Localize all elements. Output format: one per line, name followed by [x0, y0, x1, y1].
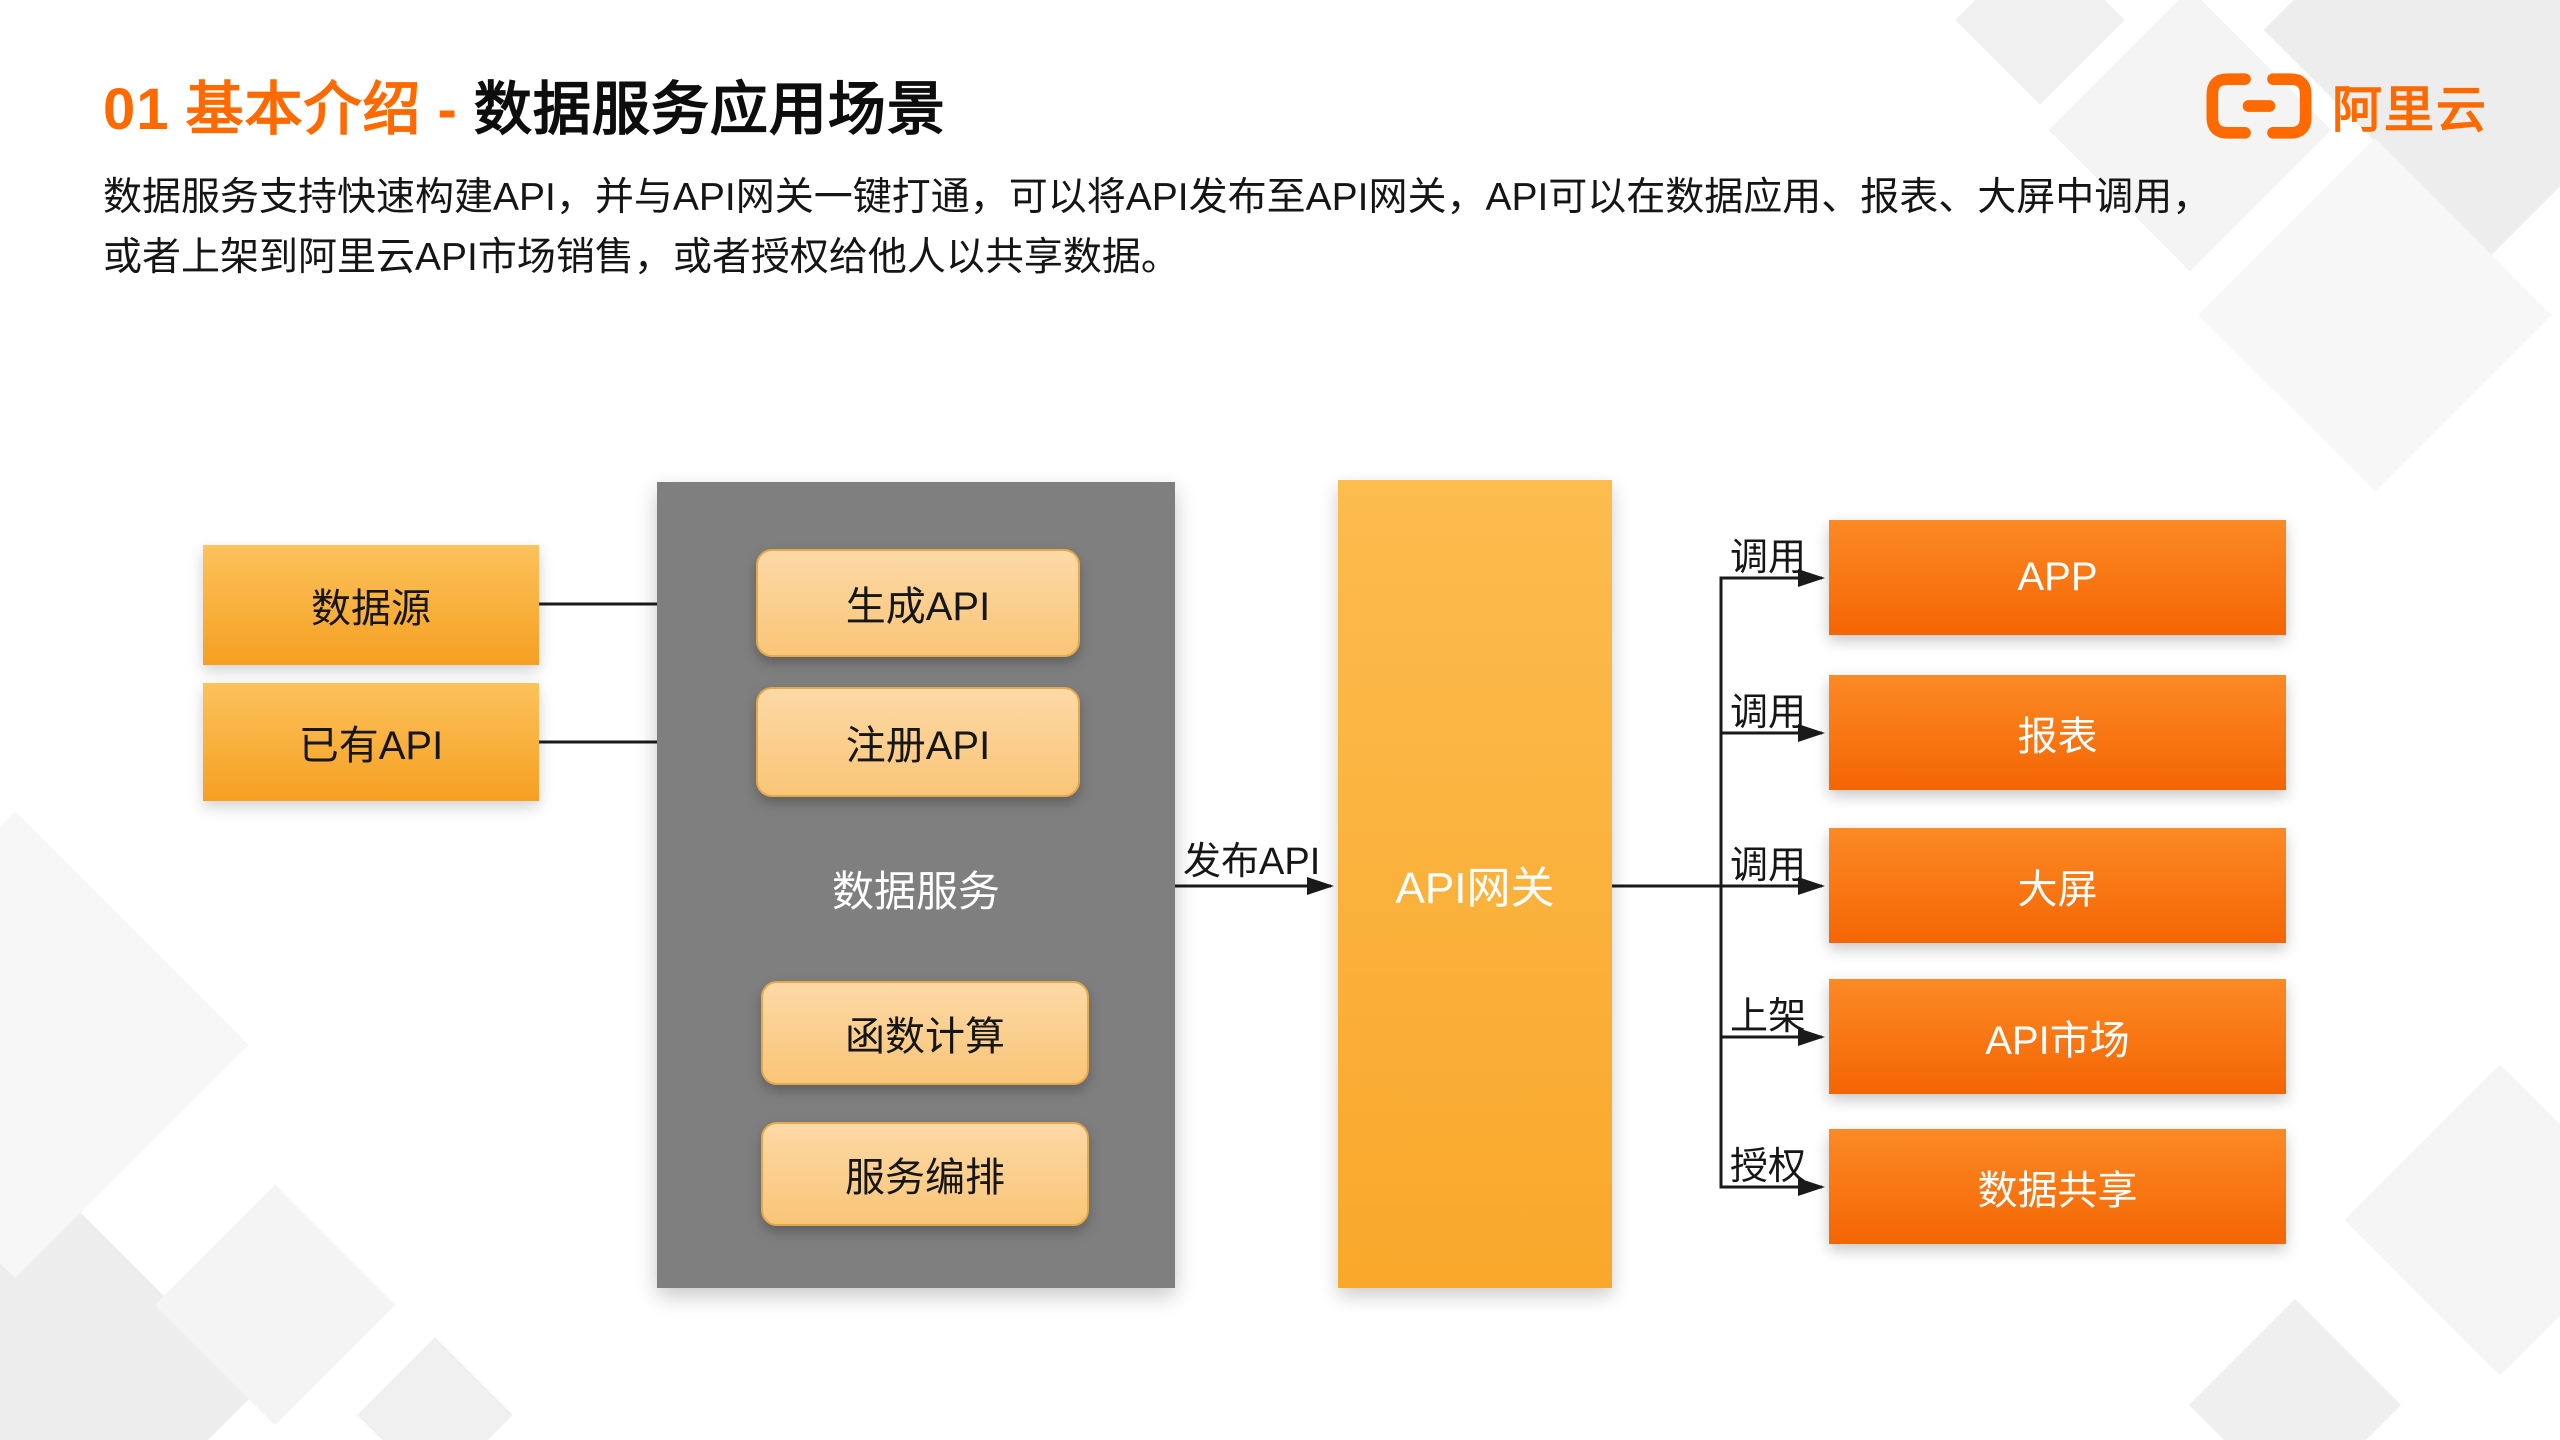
- target-box-label: 报表: [2017, 714, 2098, 759]
- target-box-label: 数据共享: [1977, 1168, 2138, 1213]
- publish-api-edge-label: 发布API: [1183, 841, 1321, 883]
- api-gateway-label: API网关: [1395, 864, 1555, 913]
- title-number: 01: [103, 77, 170, 142]
- description-line-1: 数据服务支持快速构建API，并与API网关一键打通，可以将API发布至API网关…: [103, 176, 2212, 219]
- function-compute-box: 函数计算: [761, 981, 1089, 1085]
- description-line-2: 或者上架到阿里云API市场销售，或者授权给他人以共享数据。: [103, 236, 1180, 280]
- target-box-data-sharing: 数据共享: [1829, 1129, 2286, 1244]
- description: 数据服务支持快速构建API，并与API网关一键打通，可以将API发布至API网关…: [103, 168, 2483, 289]
- target-box-label: APP: [2017, 555, 2098, 599]
- edge-label-invoke-report: 调用: [1730, 692, 1807, 734]
- target-box-label: API市场: [1985, 1018, 2130, 1063]
- aliyun-logo: 阿里云: [2200, 70, 2488, 142]
- function-compute-label: 函数计算: [845, 1015, 1005, 1059]
- service-orchestration-box: 服务编排: [761, 1122, 1089, 1226]
- edge-label-list-api-market: 上架: [1730, 996, 1807, 1038]
- register-api-label: 注册API: [845, 724, 991, 768]
- generate-api-box: 生成API: [756, 549, 1080, 657]
- title-dash: -: [437, 77, 458, 142]
- target-box-report: 报表: [1829, 675, 2286, 790]
- target-box-api-market: API市场: [1829, 979, 2286, 1094]
- edge-label-invoke-dashboard: 调用: [1730, 845, 1807, 887]
- page-title: 01 基本介绍 - 数据服务应用场景: [103, 62, 946, 146]
- aliyun-logo-text: 阿里云: [2332, 82, 2488, 138]
- data-service-panel: 生成API 注册API 数据服务 函数计算 服务编排: [657, 482, 1175, 1288]
- target-box-label: 大屏: [2017, 867, 2098, 912]
- register-api-box: 注册API: [756, 687, 1080, 797]
- title-section: 基本介绍: [185, 77, 422, 142]
- edge-label-invoke-app: 调用: [1730, 537, 1807, 579]
- generate-api-label: 生成API: [845, 585, 991, 629]
- data-service-panel-title: 数据服务: [831, 868, 1000, 915]
- source-box-data-source: 数据源: [203, 545, 539, 665]
- source-box-label: 已有API: [298, 724, 444, 768]
- title-topic: 数据服务应用场景: [473, 77, 946, 142]
- edge-label-authorize-sharing: 授权: [1730, 1146, 1807, 1188]
- source-box-existing-api: 已有API: [203, 683, 539, 801]
- target-box-app: APP: [1829, 520, 2286, 635]
- service-orchestration-label: 服务编排: [845, 1156, 1005, 1200]
- source-box-label: 数据源: [311, 587, 431, 631]
- aliyun-logo-icon: [2206, 73, 2312, 139]
- target-box-dashboard: 大屏: [1829, 828, 2286, 943]
- api-gateway-box: API网关: [1338, 480, 1612, 1288]
